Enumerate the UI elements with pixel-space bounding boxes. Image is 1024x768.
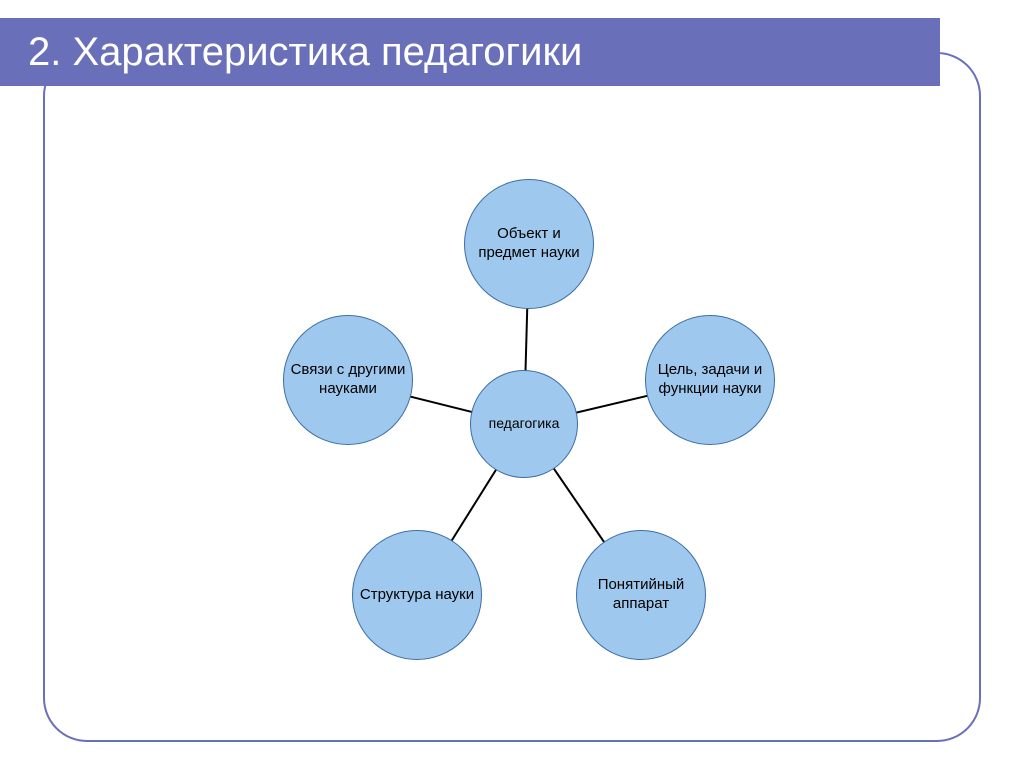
outer-node-top: Объект и предмет науки	[464, 179, 594, 309]
outer-node-bottomLeft: Структура науки	[352, 530, 482, 660]
center-node: педагогика	[470, 370, 578, 478]
outer-node-left: Связи с другими науками	[283, 315, 413, 445]
radial-diagram: педагогика Объект и предмет науки Цель, за…	[0, 0, 1024, 768]
outer-node-right: Цель, задачи и функции науки	[645, 315, 775, 445]
outer-node-bottomRight: Понятийный аппарат	[576, 530, 706, 660]
